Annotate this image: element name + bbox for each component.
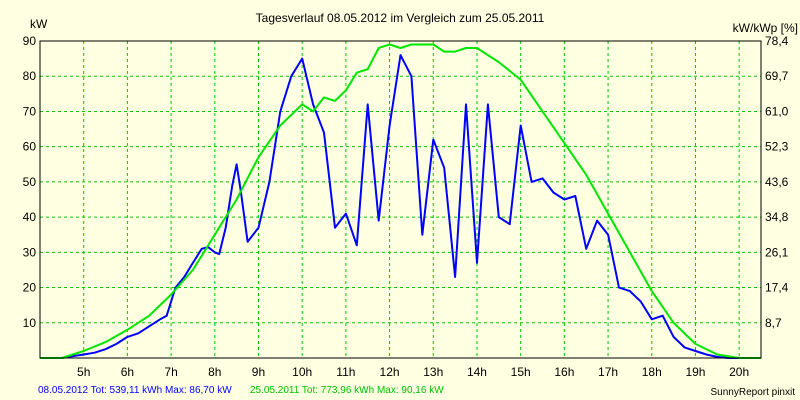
footer-series2-summary: 25.05.2011 Tot: 773,96 kWh Max: 90,16 kW xyxy=(250,385,444,396)
x-tick-label: 14h xyxy=(467,365,487,379)
y-tick-label-right: 34,8 xyxy=(765,210,789,224)
footer-credit: SunnyReport pinxit xyxy=(711,387,796,398)
x-tick-label: 15h xyxy=(511,365,531,379)
y-tick-label-right: 61,0 xyxy=(765,104,789,118)
x-tick-label: 18h xyxy=(642,365,662,379)
x-tick-label: 7h xyxy=(164,365,177,379)
y-tick-label-left: 50 xyxy=(23,175,37,189)
y-tick-label-right: 17,4 xyxy=(765,281,789,295)
y-tick-label-left: 80 xyxy=(23,69,37,83)
y-tick-label-left: 30 xyxy=(23,245,37,259)
x-tick-label: 12h xyxy=(380,365,400,379)
y-axis-label-left: kW xyxy=(30,17,48,31)
footer-series1-summary: 08.05.2012 Tot: 539,11 kWh Max: 86,70 kW xyxy=(38,385,232,396)
chart-title: Tagesverlauf 08.05.2012 im Vergleich zum… xyxy=(256,11,545,25)
series-line-1 xyxy=(40,54,761,359)
x-tick-label: 13h xyxy=(423,365,443,379)
x-tick-label: 11h xyxy=(336,365,355,379)
y-tick-label-right: 26,1 xyxy=(765,245,789,259)
x-tick-label: 6h xyxy=(121,365,134,379)
x-tick-label: 19h xyxy=(685,365,705,379)
y-axis-label-right: kW/kWp [%] xyxy=(733,21,798,35)
y-tick-label-right: 78,4 xyxy=(765,34,789,48)
plot-area: 5h 6h 7h 8h 9h 10h 11h 12h 13h 14h 15h 16h 17h 18h 19h… xyxy=(23,34,789,379)
y-tick-label-left: 60 xyxy=(23,140,37,154)
x-tick-label: 8h xyxy=(208,365,221,379)
x-tick-label: 17h xyxy=(598,365,618,379)
y-tick-label-right: 43,6 xyxy=(765,175,789,189)
y-tick-label-right: 8,7 xyxy=(765,316,782,330)
x-tick-label: 20h xyxy=(729,365,749,379)
series-line-2 xyxy=(40,43,761,359)
y-tick-label-right: 69,7 xyxy=(765,69,789,83)
y-tick-label-left: 40 xyxy=(23,210,37,224)
x-tick-label: 16h xyxy=(554,365,574,379)
y-tick-label-left: 90 xyxy=(23,34,37,48)
x-tick-label: 10h xyxy=(292,365,312,379)
x-tick-label: 5h xyxy=(77,365,90,379)
y-tick-label-left: 70 xyxy=(23,104,37,118)
y-tick-label-left: 10 xyxy=(23,316,37,330)
y-tick-label-right: 52,3 xyxy=(765,140,789,154)
x-tick-label: 9h xyxy=(252,365,265,379)
plot-frame xyxy=(39,40,762,359)
plot-background xyxy=(40,41,761,358)
y-tick-label-left: 20 xyxy=(23,281,37,295)
